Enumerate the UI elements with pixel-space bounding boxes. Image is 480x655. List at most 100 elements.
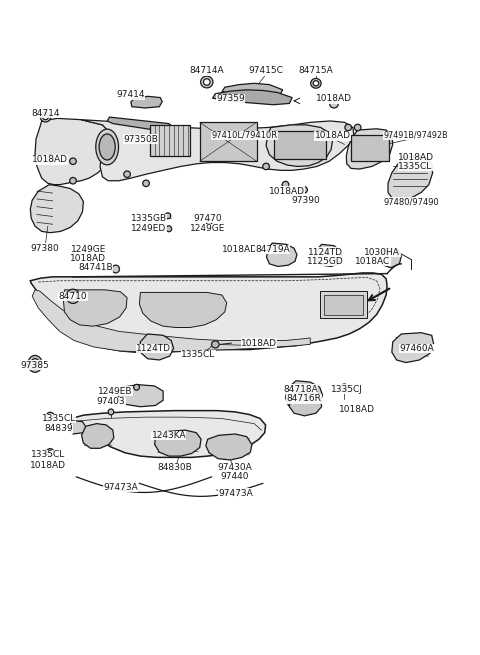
Text: 84830B: 84830B	[157, 463, 192, 472]
Text: 97470: 97470	[193, 214, 222, 223]
Polygon shape	[266, 125, 333, 166]
Polygon shape	[289, 392, 322, 416]
Ellipse shape	[31, 359, 39, 369]
Text: 97440: 97440	[220, 472, 249, 481]
Polygon shape	[72, 411, 265, 457]
Ellipse shape	[143, 180, 149, 187]
Ellipse shape	[282, 181, 289, 188]
Text: 1030HA: 1030HA	[364, 248, 400, 257]
Text: 1249EB: 1249EB	[98, 386, 133, 396]
Text: 84839: 84839	[45, 424, 73, 434]
Ellipse shape	[28, 356, 42, 372]
Ellipse shape	[108, 409, 114, 415]
Text: 84719A: 84719A	[255, 245, 289, 254]
Polygon shape	[119, 384, 163, 407]
Ellipse shape	[206, 219, 212, 225]
Polygon shape	[131, 96, 162, 108]
Text: 1125GD: 1125GD	[307, 257, 344, 266]
Text: 97410L/79410R: 97410L/79410R	[212, 131, 278, 140]
Bar	[350, 136, 388, 161]
Polygon shape	[82, 424, 114, 448]
Text: 1249GE: 1249GE	[71, 245, 106, 254]
Polygon shape	[222, 83, 283, 96]
Polygon shape	[30, 185, 84, 233]
Polygon shape	[139, 292, 227, 328]
Text: 1018AD: 1018AD	[70, 254, 106, 263]
Text: 1335CJ: 1335CJ	[331, 384, 363, 394]
Text: 1018AD: 1018AD	[268, 187, 304, 196]
Text: 1018AD: 1018AD	[30, 460, 66, 470]
Text: 1018AD: 1018AD	[222, 245, 258, 254]
Polygon shape	[155, 430, 201, 456]
Ellipse shape	[124, 171, 131, 178]
Text: 97460A: 97460A	[399, 344, 434, 353]
Text: 1243KA: 1243KA	[152, 431, 186, 440]
Ellipse shape	[112, 265, 120, 273]
Text: 1018AD: 1018AD	[397, 153, 433, 162]
Ellipse shape	[341, 384, 348, 390]
Text: 84714: 84714	[31, 109, 60, 118]
Text: 97480/97490: 97480/97490	[384, 198, 440, 207]
Text: 1335CL: 1335CL	[181, 350, 216, 360]
Text: 1335GB: 1335GB	[131, 214, 167, 223]
Ellipse shape	[40, 112, 51, 122]
Text: 84716R: 84716R	[287, 394, 322, 403]
Ellipse shape	[96, 129, 119, 165]
Bar	[320, 291, 367, 318]
Text: 84714A: 84714A	[190, 66, 224, 75]
Polygon shape	[206, 434, 252, 460]
Bar	[324, 295, 363, 314]
Polygon shape	[32, 290, 310, 352]
Ellipse shape	[212, 341, 219, 348]
Polygon shape	[30, 273, 387, 352]
Text: 97403: 97403	[96, 397, 125, 406]
Ellipse shape	[201, 76, 213, 88]
Ellipse shape	[204, 79, 210, 85]
Bar	[274, 132, 326, 159]
Ellipse shape	[263, 163, 269, 170]
Ellipse shape	[70, 158, 76, 164]
Ellipse shape	[99, 134, 115, 160]
Polygon shape	[286, 381, 323, 409]
Polygon shape	[266, 243, 297, 267]
Polygon shape	[140, 334, 174, 360]
Polygon shape	[392, 333, 433, 363]
Text: 97414: 97414	[117, 90, 145, 100]
Text: 84718A: 84718A	[283, 384, 318, 394]
Text: 97359: 97359	[216, 94, 245, 103]
Text: 1018AD: 1018AD	[241, 339, 277, 348]
Polygon shape	[81, 120, 354, 181]
Text: 1018AD: 1018AD	[314, 132, 350, 140]
Bar	[150, 125, 190, 156]
Text: 97350B: 97350B	[123, 135, 158, 143]
Polygon shape	[381, 248, 401, 268]
Text: 1249ED: 1249ED	[132, 224, 167, 233]
Ellipse shape	[345, 124, 351, 131]
Text: 84741B: 84741B	[78, 263, 113, 272]
Text: 1249GE: 1249GE	[190, 224, 226, 233]
Ellipse shape	[313, 81, 319, 86]
Ellipse shape	[354, 124, 361, 131]
Ellipse shape	[134, 384, 139, 390]
Polygon shape	[107, 117, 174, 133]
Text: 97380: 97380	[30, 244, 59, 253]
Ellipse shape	[165, 213, 171, 219]
Ellipse shape	[301, 187, 307, 193]
Text: 97390: 97390	[291, 196, 320, 205]
Polygon shape	[69, 421, 86, 434]
Ellipse shape	[166, 226, 172, 232]
Polygon shape	[63, 290, 127, 326]
Ellipse shape	[47, 412, 54, 419]
Text: 1335CL: 1335CL	[398, 162, 432, 171]
Text: 84710: 84710	[59, 292, 87, 301]
Polygon shape	[35, 119, 114, 185]
Ellipse shape	[66, 290, 80, 303]
Text: 1124TD: 1124TD	[308, 248, 343, 257]
Text: 97473A: 97473A	[218, 489, 252, 498]
Bar	[200, 122, 257, 161]
Text: 1335CL: 1335CL	[31, 450, 65, 459]
Polygon shape	[213, 90, 292, 105]
Ellipse shape	[33, 362, 37, 366]
Text: 1018AD: 1018AD	[339, 405, 375, 414]
Ellipse shape	[311, 79, 321, 88]
